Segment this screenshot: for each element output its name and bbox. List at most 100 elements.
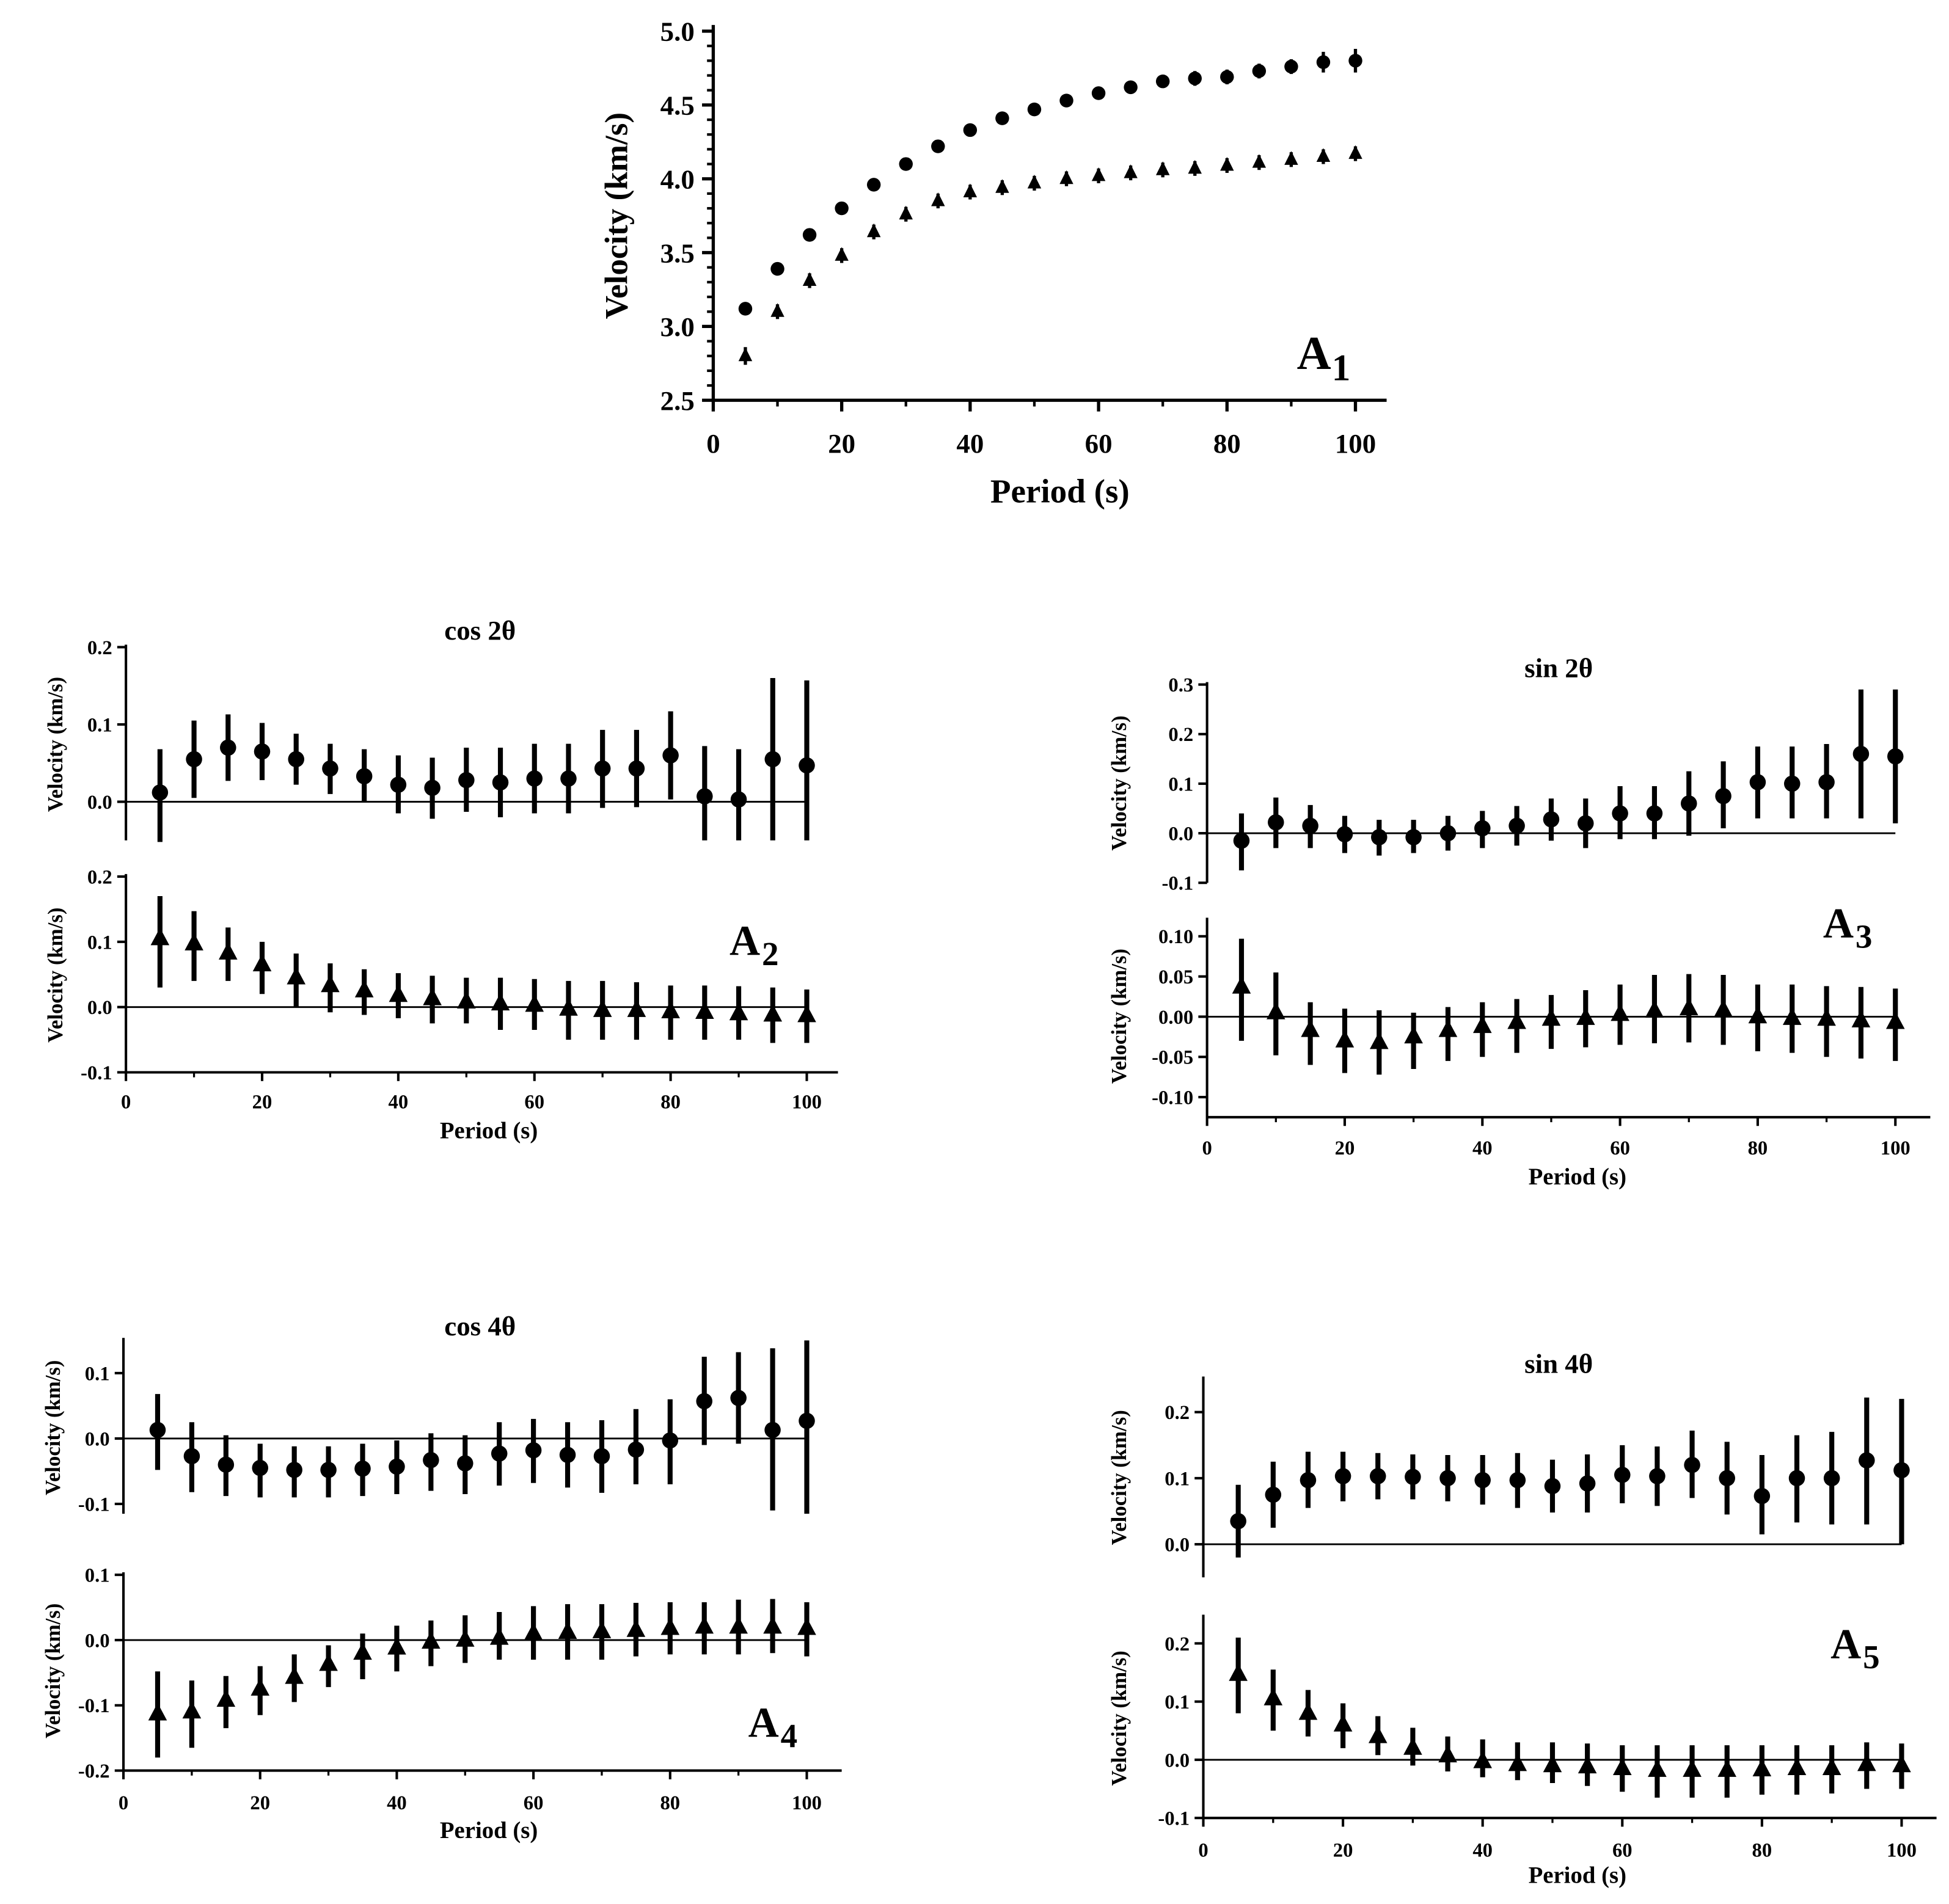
triangle-point (1472, 1015, 1492, 1034)
y-tick-label: 0.10 (1158, 926, 1193, 948)
circle-point (1252, 64, 1267, 78)
x-tick-label: 40 (956, 428, 984, 459)
triangle-point (150, 927, 170, 946)
circle-point (1788, 1470, 1805, 1487)
circle-point (1544, 1478, 1561, 1495)
circle-point (866, 178, 881, 192)
panel-label-letter: A (730, 918, 760, 965)
circle-point (1887, 748, 1904, 765)
y-tick-label: 3.5 (660, 238, 695, 268)
triangle-point (626, 1619, 646, 1637)
circle-point (1715, 787, 1731, 804)
triangle-point (353, 1642, 372, 1660)
circle-point (593, 1448, 610, 1465)
triangle-point (1683, 1759, 1702, 1777)
x-tick-label: 80 (1213, 428, 1241, 459)
circle-point (1369, 1468, 1386, 1484)
panel-label-subscript: 1 (1332, 348, 1351, 389)
circle-point (457, 1455, 474, 1472)
circle-point (696, 1393, 712, 1410)
triangle-point (1822, 1757, 1841, 1776)
circle-point (963, 123, 978, 137)
subplot-title: sin 2θ (1524, 652, 1593, 683)
triangle-point (525, 994, 544, 1012)
y-tick-label: 0.2 (87, 637, 112, 659)
circle-point (1233, 832, 1250, 849)
triangle-series (1229, 1637, 1911, 1798)
x-tick-label: 40 (387, 1792, 407, 1814)
triangle-point (423, 988, 442, 1005)
triangle-point (695, 1001, 714, 1019)
circle-point (252, 1459, 269, 1476)
x-tick-label: 0 (706, 428, 720, 459)
triangle-point (797, 1004, 816, 1023)
triangle-point (593, 999, 612, 1017)
triangle-point (1817, 1008, 1836, 1026)
triangle-point (1885, 1011, 1905, 1029)
circle-point (1284, 59, 1298, 74)
y-tick-label: 0.1 (87, 714, 112, 736)
circle-point (1893, 1462, 1910, 1479)
circle-point (799, 757, 815, 774)
y-axis-label: Velocity (km/s) (43, 908, 67, 1043)
circle-point (1230, 1512, 1246, 1530)
circle-point (1646, 805, 1663, 822)
y-tick-label: 4.0 (660, 164, 695, 194)
triangle-point (1578, 1756, 1597, 1774)
circle-point (186, 751, 202, 768)
triangle-point (185, 933, 203, 950)
circle-series (738, 49, 1362, 316)
triangle-point (1473, 1751, 1492, 1768)
x-tick-label: 60 (1612, 1839, 1633, 1861)
triangle-point (1229, 1663, 1248, 1681)
triangle-point (389, 984, 408, 1002)
circle-point (697, 788, 713, 804)
triangle-point (1857, 1753, 1876, 1771)
triangle-point (1220, 157, 1234, 171)
circle-point (1405, 829, 1422, 845)
circle-point (1684, 1457, 1700, 1473)
triangle-point (422, 1631, 441, 1649)
triangle-point (287, 966, 306, 985)
circle-point (1543, 811, 1560, 828)
y-tick-label: 0.1 (87, 932, 112, 954)
panel-label-letter: A (1830, 1621, 1861, 1668)
triangle-point (1752, 1759, 1772, 1776)
circle-point (458, 771, 475, 789)
x-tick-label: 80 (1752, 1839, 1772, 1861)
circle-point (1268, 814, 1284, 831)
panel-label-letter: A (748, 1699, 779, 1746)
x-tick-label: 40 (1472, 1839, 1493, 1861)
y-tick-label: 0.2 (1165, 1402, 1190, 1424)
triangle-point (387, 1637, 406, 1655)
triangle-series (148, 1599, 816, 1758)
x-tick-label: 60 (524, 1092, 544, 1114)
triangle-point (1748, 1005, 1768, 1024)
subplot-title: sin 4θ (1524, 1348, 1593, 1379)
panel-label-subscript: 4 (781, 1717, 798, 1754)
subplot-a3-bottom: 0.10 0.05 0.00 -0.05 -0.10 Velocity (km/s) 0 20… (1107, 900, 1931, 1190)
triangle-point (524, 1622, 543, 1641)
x-axis-label: Period (s) (440, 1118, 538, 1144)
subplot-a4-bottom: 0.1 0.0 -0.1 -0.2 Velocity (km/s) 0 20 40 60 80 10… (41, 1565, 842, 1844)
circle-point (1508, 817, 1525, 834)
y-tick-label: 0.0 (87, 997, 112, 1019)
triangle-point (218, 942, 238, 960)
triangle-point (661, 1001, 680, 1018)
circle-point (594, 760, 611, 777)
circle-point (1155, 74, 1170, 89)
triangle-point (1027, 175, 1042, 189)
triangle-point (1717, 1759, 1737, 1777)
y-tick-label: 0.1 (1168, 773, 1193, 795)
circle-point (1818, 774, 1835, 790)
triangle-point (931, 192, 945, 206)
circle-point (220, 739, 236, 756)
y-tick-label: 0.00 (1158, 1007, 1193, 1029)
y-tick-label: 4.5 (660, 90, 695, 121)
circle-point (931, 139, 945, 153)
circle-point (491, 1445, 508, 1462)
triangle-point (1541, 1008, 1561, 1026)
subplot-a5-bottom: 0.2 0.1 0.0 -0.1 Velocity (km/s) 0 20 40 60 80 100… (1107, 1614, 1937, 1888)
circle-point (1439, 825, 1457, 842)
